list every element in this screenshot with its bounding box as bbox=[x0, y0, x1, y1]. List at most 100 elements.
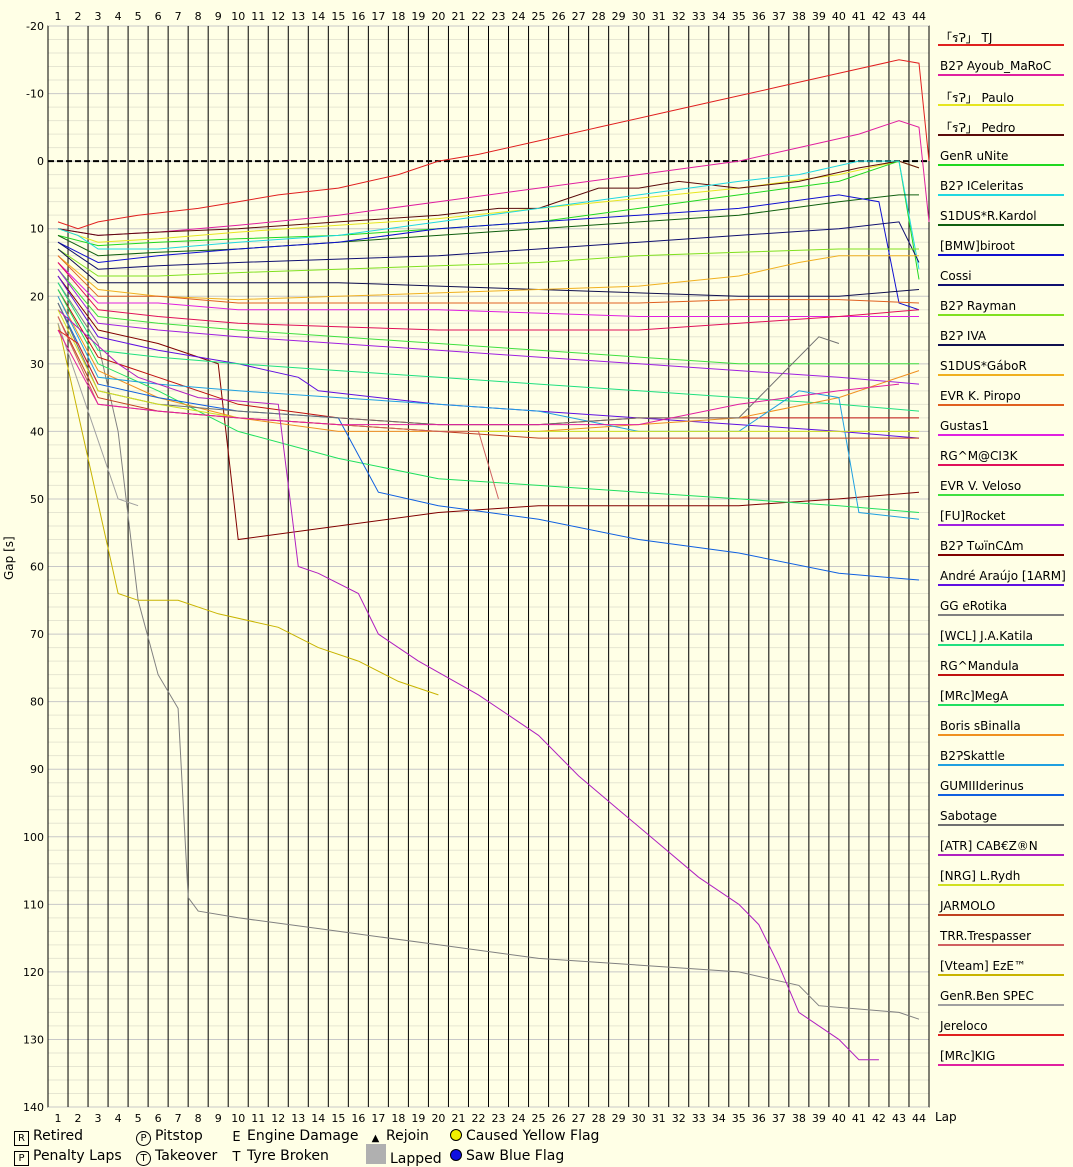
legend-label: [NRG] L.Rydh bbox=[940, 869, 1021, 883]
x-tick-label-bottom: 40 bbox=[832, 1112, 846, 1125]
legend-label: [BMW]biroot bbox=[940, 239, 1015, 253]
legend-item: [MRc]KIG bbox=[936, 1046, 1068, 1076]
y-tick-label: 50 bbox=[30, 493, 44, 506]
legend-swatch bbox=[938, 824, 1064, 826]
legend-swatch bbox=[938, 1004, 1064, 1006]
x-tick-label-bottom: 10 bbox=[231, 1112, 245, 1125]
legend-item: RG^Mandula bbox=[936, 656, 1068, 686]
legend-label: [Vteam] EzE™ bbox=[940, 959, 1026, 973]
series-line-15 bbox=[57, 268, 919, 365]
legend-label: GG eRotika bbox=[940, 599, 1008, 613]
legend-swatch bbox=[938, 164, 1064, 166]
legend-swatch bbox=[938, 44, 1064, 46]
legend-item: [MRc]MegA bbox=[936, 686, 1068, 716]
series-line-16 bbox=[57, 268, 920, 385]
x-axis-label: Lap bbox=[935, 1110, 957, 1124]
x-tick-label-top: 30 bbox=[632, 10, 646, 23]
takeover-icon: T bbox=[136, 1151, 151, 1166]
x-tick-label-top: 16 bbox=[351, 10, 365, 23]
x-tick-label-top: 38 bbox=[792, 10, 806, 23]
x-tick-label-top: 32 bbox=[672, 10, 686, 23]
legend-swatch bbox=[938, 194, 1064, 196]
legend-label: 「รɁ」 Pedro bbox=[940, 121, 1016, 135]
y-tick-label: 110 bbox=[23, 898, 44, 911]
x-tick-label-top: 1 bbox=[55, 10, 62, 23]
x-tick-label-bottom: 16 bbox=[351, 1112, 365, 1125]
yellow-flag-icon bbox=[450, 1129, 462, 1141]
y-tick-label: 140 bbox=[23, 1101, 44, 1114]
key-yellow: Caused Yellow Flag bbox=[450, 1128, 599, 1144]
legend-label: [FU]Rocket bbox=[940, 509, 1006, 523]
legend-label: JARMOLO bbox=[940, 899, 996, 913]
legend-label: André Araújo [1ARM] bbox=[940, 569, 1066, 583]
series-line-19 bbox=[57, 282, 920, 1020]
x-tick-label-top: 22 bbox=[471, 10, 485, 23]
x-tick-label-top: 34 bbox=[712, 10, 726, 23]
series-line-31 bbox=[57, 323, 439, 696]
legend-label: GenR uNite bbox=[940, 149, 1009, 163]
legend-item: Boris sBinalla bbox=[936, 716, 1068, 746]
series-line-11 bbox=[57, 255, 919, 301]
legend-item: GUMIIIderinus bbox=[936, 776, 1068, 806]
series-line-6 bbox=[57, 194, 919, 257]
legend-item: Sabotage bbox=[936, 806, 1068, 836]
event-key: R Retired P Penalty Laps P Pitstop T Takeove… bbox=[14, 1126, 654, 1167]
y-tick-label: 30 bbox=[30, 358, 44, 371]
x-tick-label-bottom: 41 bbox=[852, 1112, 866, 1125]
series-line-32 bbox=[57, 323, 139, 507]
x-tick-label-top: 35 bbox=[732, 10, 746, 23]
legend-label: EVR V. Veloso bbox=[940, 479, 1022, 493]
series-line-9 bbox=[57, 248, 919, 277]
legend-label: [MRc]KIG bbox=[940, 1049, 996, 1063]
legend-swatch bbox=[938, 734, 1064, 736]
legend-swatch bbox=[938, 494, 1064, 496]
rejoin-icon: ▲ bbox=[371, 1133, 380, 1144]
legend-swatch bbox=[938, 134, 1064, 136]
legend-swatch bbox=[938, 104, 1064, 106]
y-tick-label: 0 bbox=[37, 155, 44, 168]
x-tick-label-bottom: 4 bbox=[115, 1112, 122, 1125]
x-tick-label-bottom: 13 bbox=[291, 1112, 305, 1125]
legend-label: Cossi bbox=[940, 269, 972, 283]
legend-item: RG^M@CI3K bbox=[936, 446, 1068, 476]
y-tick-label: 90 bbox=[30, 763, 44, 776]
key-lapped: Lapped bbox=[366, 1144, 442, 1167]
legend-label: RG^Mandula bbox=[940, 659, 1019, 673]
legend-swatch bbox=[938, 224, 1064, 226]
legend-label: TRR.Trespasser bbox=[940, 929, 1032, 943]
legend-item: Gustas1 bbox=[936, 416, 1068, 446]
x-tick-label-top: 44 bbox=[912, 10, 926, 23]
legend-item: GenR.Ben SPEC bbox=[936, 986, 1068, 1016]
series-line-10 bbox=[57, 248, 920, 297]
legend-swatch bbox=[938, 974, 1064, 976]
x-tick-label-bottom: 23 bbox=[492, 1112, 506, 1125]
legend-item: B2Ɂ IVA bbox=[936, 326, 1068, 356]
x-tick-label-bottom: 28 bbox=[592, 1112, 606, 1125]
retired-icon: R bbox=[14, 1131, 29, 1146]
legend-swatch bbox=[938, 914, 1064, 916]
x-tick-label-bottom: 38 bbox=[792, 1112, 806, 1125]
engine-damage-icon: E bbox=[232, 1130, 241, 1145]
legend-label: [ATR] CAB€Z®N bbox=[940, 839, 1038, 853]
legend-swatch bbox=[938, 584, 1064, 586]
x-tick-label-top: 15 bbox=[331, 10, 345, 23]
x-tick-label-top: 13 bbox=[291, 10, 305, 23]
legend-item: TRR.Trespasser bbox=[936, 926, 1068, 956]
x-tick-label-bottom: 17 bbox=[371, 1112, 385, 1125]
legend-item: EVR K. Piropo bbox=[936, 386, 1068, 416]
x-tick-label-top: 42 bbox=[872, 10, 886, 23]
legend-item: Cossi bbox=[936, 266, 1068, 296]
x-tick-label-top: 33 bbox=[692, 10, 706, 23]
series-line-0 bbox=[57, 59, 930, 230]
legend-label: B2Ɂ ICeleritas bbox=[940, 179, 1024, 193]
legend-item: 「รɁ」 TJ bbox=[936, 26, 1068, 56]
legend-label: Boris sBinalla bbox=[940, 719, 1021, 733]
x-tick-label-top: 27 bbox=[572, 10, 586, 23]
legend-swatch bbox=[938, 1064, 1064, 1066]
x-tick-label-bottom: 19 bbox=[411, 1112, 425, 1125]
legend-label: Gustas1 bbox=[940, 419, 990, 433]
x-tick-label-top: 10 bbox=[231, 10, 245, 23]
x-tick-label-bottom: 36 bbox=[752, 1112, 766, 1125]
legend-label: B2ɁSkattle bbox=[940, 749, 1005, 763]
